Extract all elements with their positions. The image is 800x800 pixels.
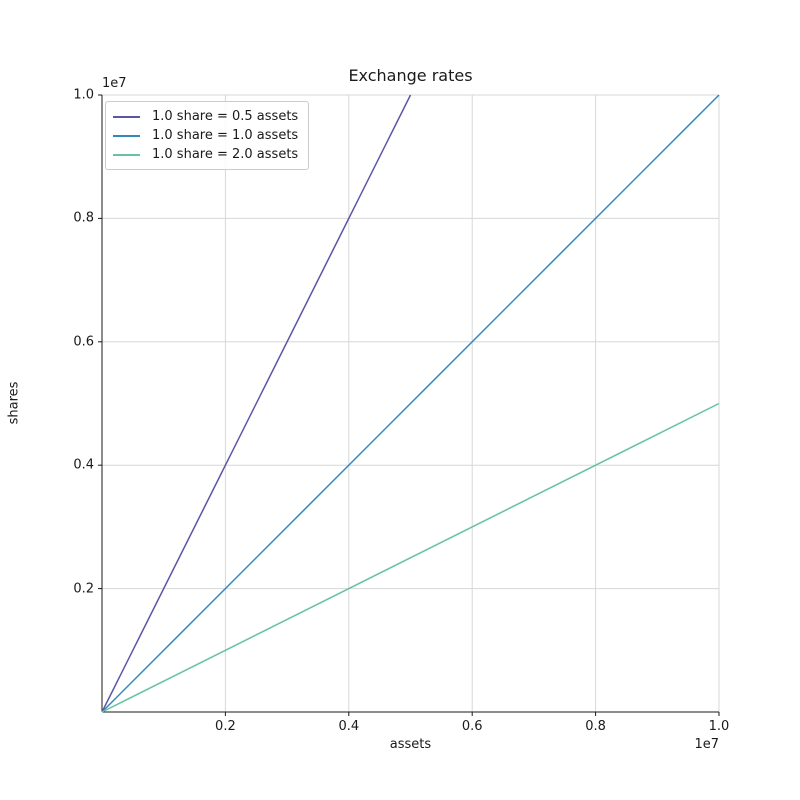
y-axis-offset-text: 1e7	[102, 76, 127, 91]
y-tick-label: 0.4	[73, 457, 94, 473]
legend-line-swatch	[113, 153, 140, 156]
series-line-1	[101, 94, 720, 713]
legend-label: 1.0 share = 2.0 assets	[152, 147, 299, 162]
legend-item: 1.0 share = 0.5 assets	[113, 107, 298, 126]
legend-line-swatch	[113, 115, 140, 118]
legend-label: 1.0 share = 0.5 assets	[152, 109, 299, 124]
x-tick-label: 0.2	[215, 719, 236, 734]
y-tick-label: 0.8	[73, 210, 94, 226]
legend-item: 1.0 share = 1.0 assets	[113, 126, 298, 145]
x-axis-label: assets	[389, 737, 432, 752]
chart-title: Exchange rates	[348, 66, 473, 85]
series-line-0	[101, 94, 412, 713]
legend-line-swatch	[113, 134, 140, 137]
legend-label: 1.0 share = 1.0 assets	[152, 128, 299, 143]
y-tick-label: 1.0	[73, 87, 94, 103]
y-axis-label: shares	[6, 381, 22, 425]
y-tick-label: 0.6	[73, 334, 94, 350]
y-tick-label: 0.2	[73, 581, 94, 597]
series-line-2	[101, 402, 720, 713]
x-tick-label: 0.6	[461, 719, 483, 734]
x-axis-offset-text: 1e7	[694, 737, 719, 752]
legend: 1.0 share = 0.5 assets 1.0 share = 1.0 a…	[105, 101, 310, 170]
legend-item: 1.0 share = 2.0 assets	[113, 145, 298, 164]
x-tick-label: 0.8	[585, 719, 606, 734]
x-tick-label: 1.0	[708, 719, 730, 734]
x-tick-label: 0.4	[338, 719, 360, 734]
